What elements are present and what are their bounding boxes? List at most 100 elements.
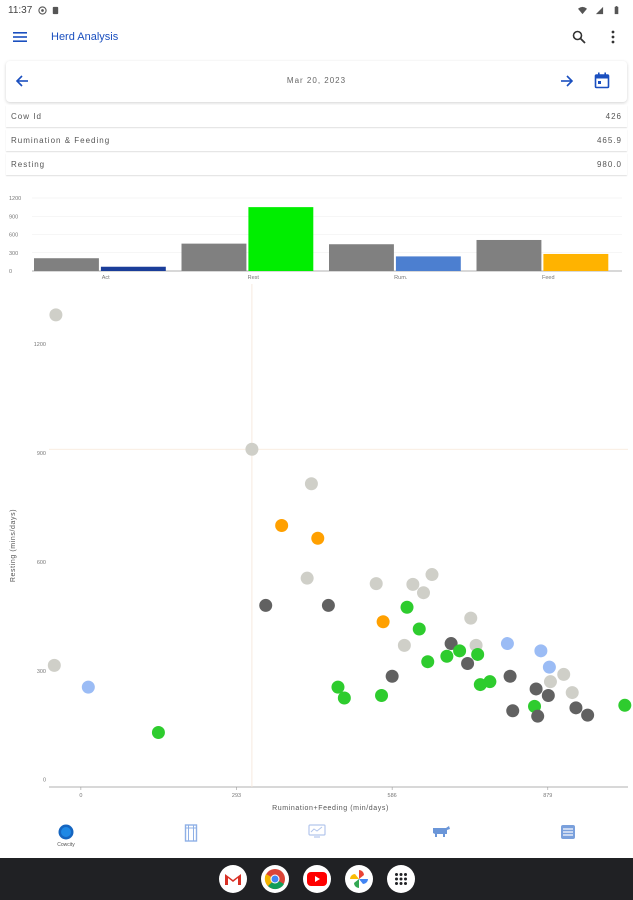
cowcity-icon xyxy=(58,824,74,840)
scatter-point xyxy=(471,647,485,661)
gmail-icon[interactable] xyxy=(219,865,247,893)
bar-category-label: Rum. xyxy=(394,275,408,281)
scatter-point xyxy=(506,704,520,718)
nav-monitor[interactable] xyxy=(297,824,337,854)
nav-reports[interactable] xyxy=(548,824,588,854)
scatter-point xyxy=(337,691,351,705)
scatter-point xyxy=(47,658,61,672)
nav-cows[interactable] xyxy=(421,824,461,854)
scatter-point xyxy=(245,442,259,456)
scatter-point xyxy=(529,682,543,696)
search-icon[interactable] xyxy=(572,30,586,44)
bar-y-tick-label: 300 xyxy=(9,251,18,257)
scatter-point xyxy=(461,657,475,671)
scatter-point xyxy=(500,637,514,651)
bar-y-tick-label: 600 xyxy=(9,233,18,239)
notification-icon xyxy=(38,5,47,15)
app-drawer-icon[interactable] xyxy=(387,865,415,893)
status-time: 11:37 xyxy=(8,4,33,16)
bar-feed-1 xyxy=(476,239,542,271)
nav-label: Cowcity xyxy=(57,842,75,848)
signal-icon xyxy=(595,6,604,14)
herd-scatter-chart: 0 293 586 879 0 300 600 900 1200 Rumination+Feedi… xyxy=(10,284,632,812)
scatter-point xyxy=(385,669,399,683)
scatter-point xyxy=(311,531,325,545)
cow-icon xyxy=(433,826,450,837)
monitor-icon xyxy=(308,824,326,838)
arrow-back-icon[interactable] xyxy=(15,74,29,88)
scatter-point xyxy=(440,649,454,663)
info-row-resting: Resting 980.0 xyxy=(6,153,627,175)
scatter-point xyxy=(416,586,430,600)
scatter-point xyxy=(375,688,389,702)
scatter-point xyxy=(541,688,555,702)
battery-icon xyxy=(614,5,619,14)
scatter-point xyxy=(259,598,273,612)
bar-category-label: Act xyxy=(102,275,110,281)
scatter-point xyxy=(412,622,426,636)
scatter-y-tick-label: 900 xyxy=(37,451,46,457)
activity-bar-chart: 1200 900 600 300 0 Act Rest Rum. Feed xyxy=(9,196,622,281)
info-label: Rumination & Feeding xyxy=(11,135,111,145)
scatter-point xyxy=(453,644,467,658)
scatter-point xyxy=(557,667,571,681)
bar-act-1 xyxy=(34,258,99,271)
scatter-point xyxy=(569,701,583,715)
scatter-point xyxy=(49,308,63,322)
scatter-point xyxy=(275,519,289,533)
scatter-point xyxy=(565,686,579,700)
info-row-rumination-feeding: Rumination & Feeding 465.9 xyxy=(6,129,627,151)
nav-cowcity[interactable]: Cowcity xyxy=(46,824,86,854)
info-row-cow-id: Cow Id 426 xyxy=(6,105,627,127)
scatter-point xyxy=(473,678,487,692)
scatter-y-tick-label: 0 xyxy=(43,778,46,784)
scatter-point xyxy=(151,726,165,740)
scatter-x-tick-label: 0 xyxy=(79,793,82,799)
barn-icon xyxy=(184,824,198,842)
scatter-point xyxy=(503,669,517,683)
date-navigator: Mar 20, 2023 xyxy=(6,61,627,102)
bar-rum-2 xyxy=(395,256,461,271)
wifi-icon xyxy=(578,6,587,14)
bar-rum-1 xyxy=(329,244,394,271)
reports-icon xyxy=(561,825,575,839)
info-label: Cow Id xyxy=(11,111,42,121)
bottom-navigation: Cowcity xyxy=(0,816,633,858)
photos-icon[interactable] xyxy=(345,865,373,893)
more-vert-icon[interactable] xyxy=(606,29,620,45)
bar-category-label: Feed xyxy=(542,275,555,281)
scatter-point xyxy=(81,680,95,694)
system-taskbar xyxy=(0,858,633,900)
scatter-point xyxy=(618,698,632,712)
info-value: 426 xyxy=(605,111,622,121)
info-label: Resting xyxy=(11,159,46,169)
scatter-point xyxy=(321,598,335,612)
menu-icon[interactable] xyxy=(13,31,27,43)
scatter-x-tick-label: 586 xyxy=(388,793,397,799)
info-value: 465.9 xyxy=(596,135,622,145)
scatter-point xyxy=(581,708,595,722)
bar-feed-2 xyxy=(543,253,609,271)
page-title: Herd Analysis xyxy=(51,31,119,43)
bar-y-tick-label: 0 xyxy=(9,269,12,275)
youtube-icon[interactable] xyxy=(303,865,331,893)
scatter-y-tick-label: 600 xyxy=(37,560,46,566)
scatter-point xyxy=(421,655,435,669)
bar-rest-2 xyxy=(248,207,314,271)
scatter-point xyxy=(543,675,557,689)
calendar-icon[interactable] xyxy=(594,72,610,89)
scatter-point xyxy=(425,568,439,582)
arrow-forward-icon[interactable] xyxy=(560,74,574,88)
scatter-point xyxy=(304,477,318,491)
scatter-x-tick-label: 879 xyxy=(543,793,552,799)
scatter-point xyxy=(542,660,556,674)
scatter-point xyxy=(400,600,414,614)
scatter-point xyxy=(369,577,383,591)
scatter-point xyxy=(528,699,542,713)
status-bar: 11:37 xyxy=(0,0,633,20)
chrome-icon[interactable] xyxy=(261,865,289,893)
nav-barn[interactable] xyxy=(171,824,211,854)
selected-date[interactable]: Mar 20, 2023 xyxy=(286,76,347,85)
scatter-point xyxy=(464,611,478,625)
scatter-point xyxy=(300,571,314,585)
